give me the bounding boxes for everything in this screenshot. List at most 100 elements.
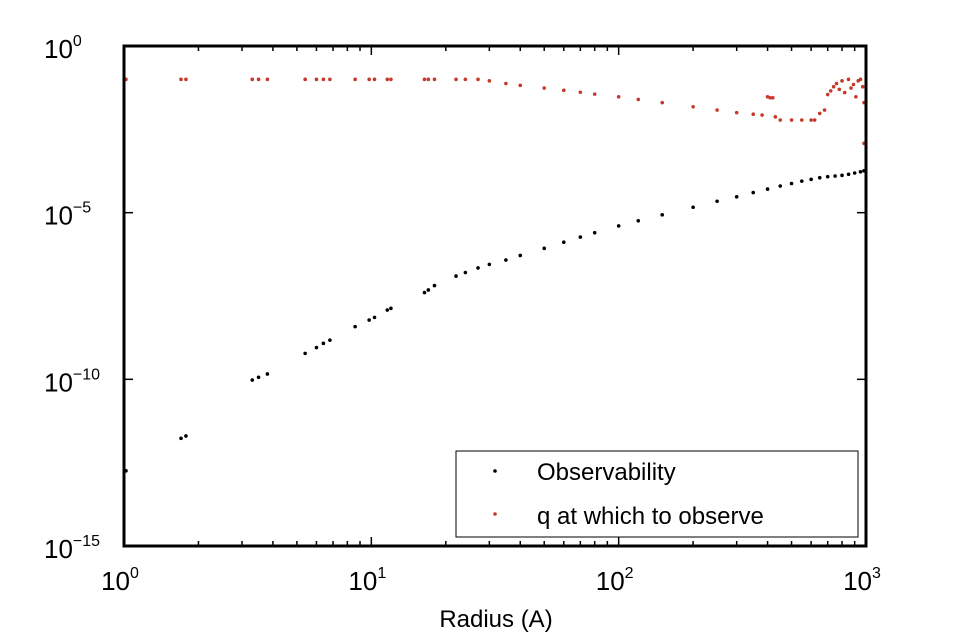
data-point	[250, 77, 255, 82]
data-point	[321, 77, 326, 82]
data-point	[476, 77, 480, 82]
data-point	[561, 240, 566, 245]
data-point	[303, 77, 307, 82]
data-point	[487, 262, 492, 267]
data-point	[389, 77, 393, 82]
data-point	[454, 77, 458, 82]
data-point	[660, 213, 665, 217]
data-point	[858, 77, 863, 82]
data-point	[799, 118, 804, 122]
data-point	[854, 94, 858, 99]
data-point	[265, 77, 270, 82]
data-point	[385, 77, 390, 82]
data-point	[184, 77, 188, 82]
y-tick-label: 10−10	[44, 366, 100, 397]
series-0	[124, 169, 866, 473]
data-point	[799, 179, 804, 183]
data-point	[367, 318, 371, 322]
y-tick-label: 100	[44, 33, 82, 64]
data-point	[314, 77, 319, 82]
legend-label-q: q at which to observe	[537, 503, 764, 530]
data-point	[834, 81, 839, 86]
data-point	[768, 95, 773, 100]
data-point	[256, 77, 261, 82]
data-point	[463, 77, 468, 82]
data-point	[314, 345, 319, 350]
data-point	[773, 115, 778, 119]
data-point	[778, 184, 783, 188]
data-point	[184, 434, 188, 438]
y-tick-label: 10−5	[44, 200, 91, 231]
data-point	[840, 173, 844, 178]
data-point	[389, 306, 393, 311]
data-point	[592, 230, 597, 235]
data-point	[825, 92, 830, 97]
data-point	[372, 77, 377, 82]
data-point	[852, 171, 857, 175]
data-point	[504, 258, 508, 262]
data-point	[353, 324, 357, 329]
data-point	[660, 100, 665, 105]
data-point	[828, 89, 833, 93]
data-point	[809, 177, 813, 182]
data-point	[265, 372, 270, 376]
x-tick-label: 102	[596, 565, 634, 596]
x-tick-label: 100	[101, 565, 139, 596]
data-point	[250, 378, 255, 382]
data-point	[817, 175, 822, 180]
data-point	[463, 270, 468, 275]
data-point	[825, 174, 830, 179]
data-point	[846, 77, 851, 82]
data-point	[487, 79, 492, 83]
legend-label-observability: Observability	[537, 459, 676, 486]
data-point	[592, 92, 597, 96]
data-point	[328, 338, 332, 342]
data-point	[851, 82, 856, 87]
data-point	[328, 77, 332, 82]
data-point	[817, 111, 822, 116]
data-point	[616, 94, 621, 99]
data-point	[385, 308, 390, 312]
data-point	[426, 288, 431, 292]
data-point	[840, 79, 844, 83]
data-point	[846, 172, 851, 177]
data-point	[561, 88, 566, 93]
data-point	[691, 104, 695, 109]
data-point	[256, 375, 261, 380]
data-point	[771, 95, 775, 100]
legend-marker-q	[493, 512, 497, 516]
data-point	[179, 436, 183, 441]
axes-layer: 100 101 102 103 100 10−5 10−10 10−15	[44, 33, 881, 596]
data-point	[833, 174, 837, 178]
data-point	[426, 77, 431, 82]
data-point	[504, 81, 508, 86]
plot-frame	[122, 44, 868, 548]
x-axis-label: Radius (A)	[439, 606, 552, 633]
legend-box	[455, 450, 859, 538]
data-point	[578, 90, 583, 95]
series-1	[124, 77, 866, 146]
data-point	[578, 235, 583, 239]
legend: Observability q at which to observe	[455, 450, 859, 538]
data-point	[691, 205, 695, 210]
x-tick-label: 103	[843, 565, 881, 596]
data-point	[422, 290, 427, 295]
y-tick-label: 10−15	[44, 533, 100, 564]
data-point	[367, 77, 371, 82]
data-point	[636, 97, 641, 102]
data-point	[518, 253, 523, 258]
data-point	[842, 90, 847, 95]
data-point	[303, 351, 307, 356]
data-point	[831, 84, 836, 89]
data-point	[837, 87, 842, 92]
data-point	[858, 170, 863, 174]
series-layer	[124, 77, 866, 473]
data-point	[734, 110, 739, 115]
data-point	[422, 77, 427, 82]
data-point	[751, 190, 756, 195]
data-point	[760, 113, 764, 117]
data-point	[765, 187, 770, 191]
data-point	[372, 315, 377, 320]
data-point	[616, 224, 621, 228]
